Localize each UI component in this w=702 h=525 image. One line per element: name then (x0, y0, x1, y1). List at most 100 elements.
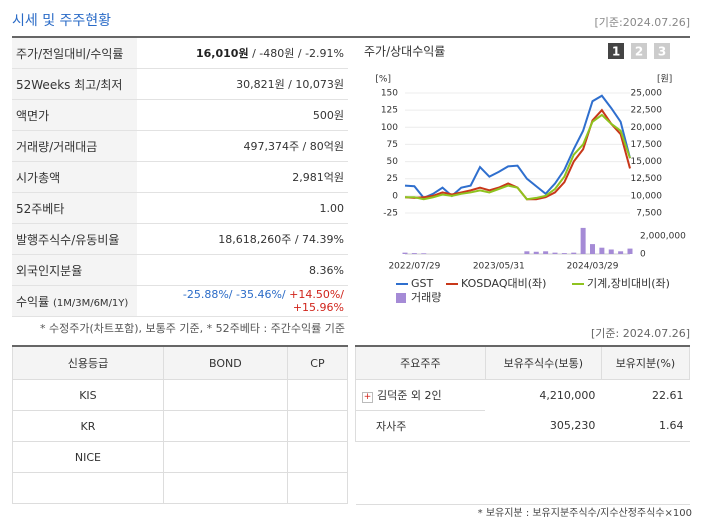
tab[interactable] (631, 43, 647, 59)
y-tick-label: 0 (392, 191, 398, 201)
tab-label[interactable]: 3 (658, 45, 666, 59)
row-label: 거래량/거래대금 (12, 130, 137, 162)
y2-tick-label: 17,500 (631, 140, 663, 150)
value-part: 497,374주 / 80억원 (243, 140, 344, 153)
expand-icon[interactable]: + (362, 392, 373, 403)
series-line (405, 113, 631, 201)
value-part: -25.88%/ (182, 288, 233, 301)
tab[interactable] (654, 43, 670, 59)
y2-tick-label: 7,500 (636, 209, 662, 219)
value-part: / -480원 (248, 47, 295, 60)
row-value: 18,618,260주 / 74.39% (137, 223, 348, 255)
row-label: 액면가 (12, 99, 137, 131)
column-header: 주요주주 (355, 345, 486, 380)
tab-label[interactable]: 1 (612, 45, 620, 59)
footnote: * 보유지분 : 보유지분주식수/지수산정주식수×100 (477, 508, 692, 519)
shares: 305,230 (549, 419, 596, 433)
volume-bar (411, 253, 417, 254)
credit-table: 신용등급 BOND CP KIS KR NICE (12, 345, 349, 504)
holder-name: 김덕준 외 2인 (377, 389, 442, 402)
panel-title: 주가/상대수익률 (364, 45, 445, 59)
divider (12, 36, 690, 38)
credit-row: KR (12, 410, 349, 442)
volume-bar (571, 252, 577, 254)
stake: 22.61 (652, 388, 684, 402)
cell (355, 441, 690, 505)
spacer-row (355, 441, 690, 505)
y-tick-label: 75 (387, 140, 398, 150)
quote-row: 52Weeks 최고/최저 30,821원 / 10,073원 (12, 68, 348, 100)
value-part: 30,821원 / 10,073원 (236, 78, 344, 91)
volume-bar (524, 251, 530, 254)
value-part: 18,618,260주 / 74.39% (218, 233, 344, 246)
label-text: 거래량/거래대금 (16, 139, 98, 154)
label-text: 52주베타 (16, 201, 65, 216)
value-part: +14.50%/ (285, 288, 344, 301)
chart: 주가/상대수익률 1 2 3 [%] [원] -25 0 25 50 75 100 125 150 7,50… (364, 43, 686, 304)
y-tick-label: -25 (383, 209, 398, 219)
column-header: 신용등급 (12, 345, 164, 380)
label-text: 수익률 (16, 294, 50, 309)
row-label: 발행주식수/유동비율 (12, 223, 137, 255)
agency: NICE (12, 441, 164, 473)
y-axis-unit: [%] (375, 75, 391, 85)
label-note: (1M/3M/6M/1Y) (52, 297, 129, 309)
agency: KR (12, 410, 164, 442)
row-value: 8.36% (137, 254, 348, 286)
y2-tick-label: 15,000 (631, 157, 663, 167)
volume-bar (561, 253, 567, 254)
row-value: 1.00 (137, 192, 348, 224)
y2-tick-label: 10,000 (631, 191, 663, 201)
volume-bar (608, 249, 614, 254)
volume-bar (421, 253, 427, 254)
cell (162, 379, 288, 411)
label-text: 52Weeks 최고/최저 (16, 77, 123, 92)
title-text: 시세 및 주주현황 (12, 13, 112, 29)
x-tick-label: 2023/05/31 (473, 262, 525, 272)
holder-row: 자사주 305,230 1.64 (355, 410, 690, 442)
column-header: 보유지분(%) (600, 345, 691, 380)
quote-row: 시가총액 2,981억원 (12, 161, 348, 193)
holder-name-cell: 자사주 (355, 410, 486, 442)
tab-label[interactable]: 2 (635, 45, 643, 59)
y-tick-label: 50 (387, 157, 399, 167)
tab[interactable] (608, 43, 624, 59)
legend-label: KOSDAQ대비(좌) (461, 277, 546, 290)
volume-bar (552, 252, 558, 254)
legend-label: 거래량 (411, 291, 441, 304)
shares: 4,210,000 (539, 388, 596, 402)
stake: 1.64 (659, 419, 684, 433)
row-value: 497,374주 / 80억원 (137, 130, 348, 162)
row-value: 2,981억원 (137, 161, 348, 193)
quote-row: 거래량/거래대금 497,374주 / 80억원 (12, 130, 348, 162)
value-part: / -2.91% (294, 47, 344, 60)
volume-bar (590, 244, 595, 254)
volume-tick-label: 2,000,000 (640, 232, 686, 242)
label-text: 액면가 (16, 108, 50, 123)
cell (286, 441, 349, 473)
label-text: 시가총액 (16, 170, 61, 185)
y2-tick-label: 12,500 (631, 174, 663, 184)
label-text: 발행주식수/유동비율 (16, 232, 120, 247)
row-value: 30,821원 / 10,073원 (137, 68, 348, 100)
holder-row: + 김덕준 외 2인 4,210,000 22.61 (355, 379, 690, 411)
quote-row: 수익률 (1M/3M/6M/1Y) -25.88%/ -35.46%/ +14.5… (12, 285, 348, 317)
x-tick-label: 2022/07/29 (388, 262, 440, 272)
agency: KIS (12, 379, 164, 411)
row-value: 500원 (137, 99, 348, 131)
value-part: 16,010원 (196, 47, 249, 60)
volume-bar (402, 252, 408, 254)
holder-date: [기준: 2024.07.26] (590, 327, 690, 340)
value-part: 8.36% (309, 263, 344, 277)
quote-row: 액면가 500원 (12, 99, 348, 131)
cell (286, 410, 349, 442)
row-value: 16,010원 / -480원 / -2.91% (137, 38, 348, 69)
credit-row: KIS (12, 379, 349, 411)
y2-axis-unit: [원] (657, 74, 672, 85)
label-text: 주가/전일대비/수익률 (16, 46, 124, 61)
credit-row (12, 472, 349, 504)
header-date: [기준:2024.07.26] (594, 16, 690, 29)
holder-table: 주요주주 보유주식수(보통) 보유지분(%) + 김덕준 외 2인 4,210,000 22… (355, 345, 691, 505)
volume-bar (599, 247, 605, 254)
